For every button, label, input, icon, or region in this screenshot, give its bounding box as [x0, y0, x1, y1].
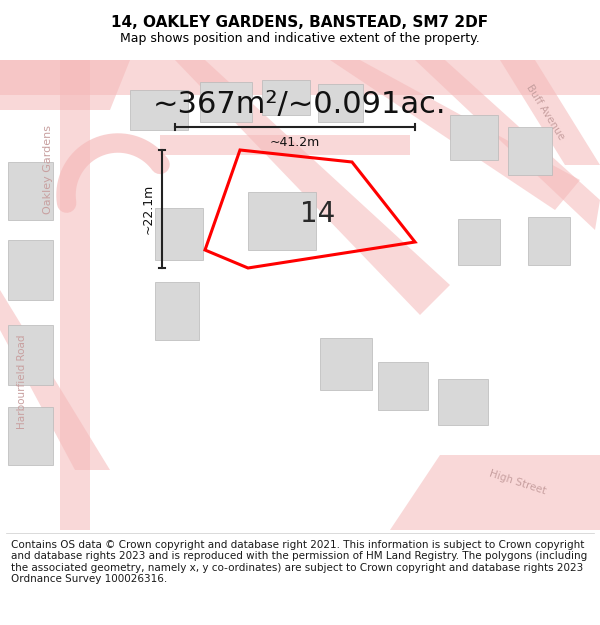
Text: Map shows position and indicative extent of the property.: Map shows position and indicative extent… [120, 32, 480, 45]
Polygon shape [500, 60, 600, 165]
Polygon shape [0, 60, 600, 95]
Polygon shape [415, 60, 600, 230]
Polygon shape [390, 455, 600, 530]
Bar [508, 127, 552, 175]
Polygon shape [60, 60, 90, 530]
Bar [320, 338, 372, 390]
Bar [8, 407, 53, 465]
Polygon shape [0, 60, 130, 110]
Bar [200, 82, 252, 122]
Bar [155, 208, 203, 260]
Bar [130, 90, 188, 130]
Text: Harbourfield Road: Harbourfield Road [17, 335, 27, 429]
Bar [8, 240, 53, 300]
Polygon shape [330, 60, 580, 210]
Bar [8, 162, 53, 220]
Bar [438, 379, 488, 425]
Text: Buff Avenue: Buff Avenue [524, 82, 566, 141]
Bar [378, 362, 428, 410]
Text: High Street: High Street [488, 468, 548, 496]
Text: ~22.1m: ~22.1m [142, 184, 155, 234]
Text: ~41.2m: ~41.2m [270, 136, 320, 149]
Polygon shape [0, 290, 110, 470]
Polygon shape [160, 135, 410, 155]
Text: Contains OS data © Crown copyright and database right 2021. This information is : Contains OS data © Crown copyright and d… [11, 539, 587, 584]
Bar [318, 84, 363, 122]
Text: 14: 14 [301, 200, 335, 228]
Bar [262, 80, 310, 115]
Text: 14, OAKLEY GARDENS, BANSTEAD, SM7 2DF: 14, OAKLEY GARDENS, BANSTEAD, SM7 2DF [112, 15, 488, 30]
Bar [8, 325, 53, 385]
Bar [528, 217, 570, 265]
Bar [248, 192, 316, 250]
Bar [458, 219, 500, 265]
Bar [450, 115, 498, 160]
Text: ~367m²/~0.091ac.: ~367m²/~0.091ac. [153, 91, 447, 119]
Text: Oakley Gardens: Oakley Gardens [43, 126, 53, 214]
Polygon shape [175, 60, 450, 315]
Bar [155, 282, 199, 340]
